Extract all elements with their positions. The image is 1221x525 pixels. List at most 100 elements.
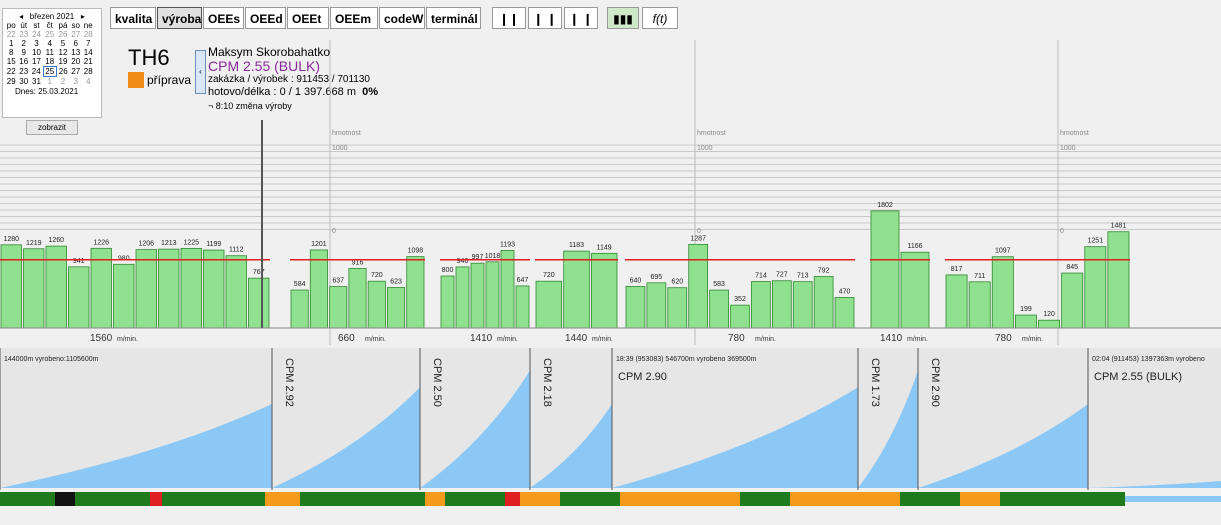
calendar-day[interactable]: 1 [47, 77, 52, 86]
calendar-day[interactable]: 4 [47, 39, 52, 48]
speed-label: 660 [338, 333, 355, 344]
calendar-day[interactable]: 1 [9, 39, 14, 48]
tab[interactable]: OEEt [287, 7, 329, 29]
roll-title: CPM 2.50 [431, 358, 443, 407]
tab[interactable]: OEEd [245, 7, 286, 29]
status-segment [75, 492, 150, 506]
bar-label: 720 [371, 272, 383, 279]
show-button[interactable]: zobrazit [26, 120, 78, 135]
speed-unit: m/min. [907, 336, 928, 343]
calendar-day[interactable]: 20 [71, 57, 81, 67]
calendar-day[interactable]: 18 [45, 57, 55, 66]
bar [455, 266, 470, 329]
calendar-day[interactable]: 11 [45, 48, 54, 57]
calendar-day[interactable]: 15 [6, 57, 16, 67]
bar [1038, 319, 1061, 329]
calendar-day[interactable]: 22 [6, 67, 16, 76]
calendar-day[interactable]: 9 [21, 48, 26, 57]
calendar-day[interactable]: 23 [19, 67, 29, 76]
bar-label: 1193 [500, 241, 515, 248]
bar [730, 304, 750, 329]
bar [751, 281, 771, 329]
bar [0, 244, 22, 329]
bar [515, 285, 530, 329]
bar-label: 1219 [26, 240, 42, 247]
calendar-month: březen 2021 [29, 12, 75, 21]
calendar-day[interactable]: 3 [73, 76, 78, 86]
bar [945, 274, 968, 329]
calendar-day[interactable]: 3 [34, 39, 39, 48]
bar [113, 263, 135, 329]
status-segment [55, 492, 75, 506]
calendar-day[interactable]: 10 [32, 48, 41, 57]
calendar-day[interactable]: 8 [9, 48, 14, 57]
bar [709, 289, 729, 329]
side-toggle[interactable]: ‹ [195, 50, 206, 94]
icon-button[interactable]: ▮▮▮ [607, 7, 639, 29]
calendar-row: 15 16 17 18 19 20 21 [5, 57, 95, 67]
calendar-day[interactable]: 6 [73, 39, 78, 48]
calendar-day[interactable]: 23 [19, 30, 29, 39]
speed-label: 1560 [90, 333, 113, 344]
bar [625, 285, 646, 329]
calendar-day[interactable]: 26 [58, 30, 68, 39]
calendar-day[interactable]: 25 [45, 30, 55, 39]
calendar-day[interactable]: 17 [32, 57, 41, 67]
bar [1084, 246, 1107, 329]
calendar-day[interactable]: 2 [60, 76, 66, 86]
calendar-row: 22 23 24 25 26 27 28 [5, 30, 95, 39]
calendar-day[interactable]: 28 [83, 67, 93, 76]
weekday: čt [46, 21, 53, 30]
bar-label: 1149 [597, 244, 612, 251]
bar [968, 281, 991, 329]
icon-button[interactable]: ❙ ❙ [528, 7, 562, 29]
tab[interactable]: codeW [379, 7, 425, 29]
calendar-day[interactable]: 24 [31, 67, 41, 76]
axis-tick: 1000 [332, 145, 348, 152]
bar [1014, 314, 1037, 329]
tab[interactable]: terminál [426, 7, 481, 29]
speed-label: 1440 [565, 333, 588, 344]
calendar-day[interactable]: 28 [83, 30, 93, 39]
bar [158, 248, 180, 329]
calendar-day[interactable]: 5 [60, 39, 66, 48]
calendar-day[interactable]: 21 [83, 57, 93, 67]
icon-button[interactable]: f(t) [642, 7, 678, 29]
icon-button[interactable]: ❙❙ [492, 7, 526, 29]
calendar-day[interactable]: 30 [19, 76, 29, 86]
calendar-day[interactable]: 31 [32, 76, 41, 86]
bar-label: 713 [797, 273, 809, 280]
calendar-day[interactable]: 4 [86, 76, 91, 86]
calendar-day[interactable]: 26 [58, 67, 68, 76]
calendar-day[interactable]: 13 [71, 48, 81, 57]
calendar-day[interactable]: 14 [83, 48, 93, 57]
axis-tick: 1000 [697, 145, 713, 152]
tab[interactable]: OEEm [330, 7, 378, 29]
bar-label: 1097 [995, 248, 1011, 255]
calendar-day[interactable]: 22 [6, 30, 16, 39]
machine-name: TH6 [128, 45, 170, 70]
calendar-day[interactable]: 24 [32, 30, 41, 39]
bar-label: 940 [457, 258, 469, 265]
speed-label: 780 [995, 333, 1012, 344]
axis-label: hmotnost [1060, 130, 1089, 137]
tab[interactable]: kvalita [110, 7, 156, 29]
bar-label: 1260 [48, 237, 64, 244]
calendar-day[interactable]: 2 [21, 39, 26, 48]
icon-button[interactable]: ❙ ❙ [564, 7, 598, 29]
calendar-day[interactable]: 19 [58, 57, 68, 67]
bar-label: 1183 [569, 242, 584, 249]
calendar-day[interactable]: 29 [6, 76, 16, 86]
calendar-day[interactable]: 27 [71, 67, 81, 76]
calendar-day[interactable]: 25 [42, 66, 57, 77]
calendar-day[interactable]: 16 [19, 57, 29, 67]
tab[interactable]: OEEs [203, 7, 244, 29]
bar [485, 261, 500, 329]
calendar-day[interactable]: 7 [86, 39, 91, 48]
calendar-day[interactable]: 12 [58, 48, 68, 57]
roll-fill [530, 404, 612, 488]
calendar-day[interactable]: 27 [71, 30, 81, 39]
tab[interactable]: výroba [157, 7, 202, 29]
bar-label: 714 [755, 273, 767, 280]
